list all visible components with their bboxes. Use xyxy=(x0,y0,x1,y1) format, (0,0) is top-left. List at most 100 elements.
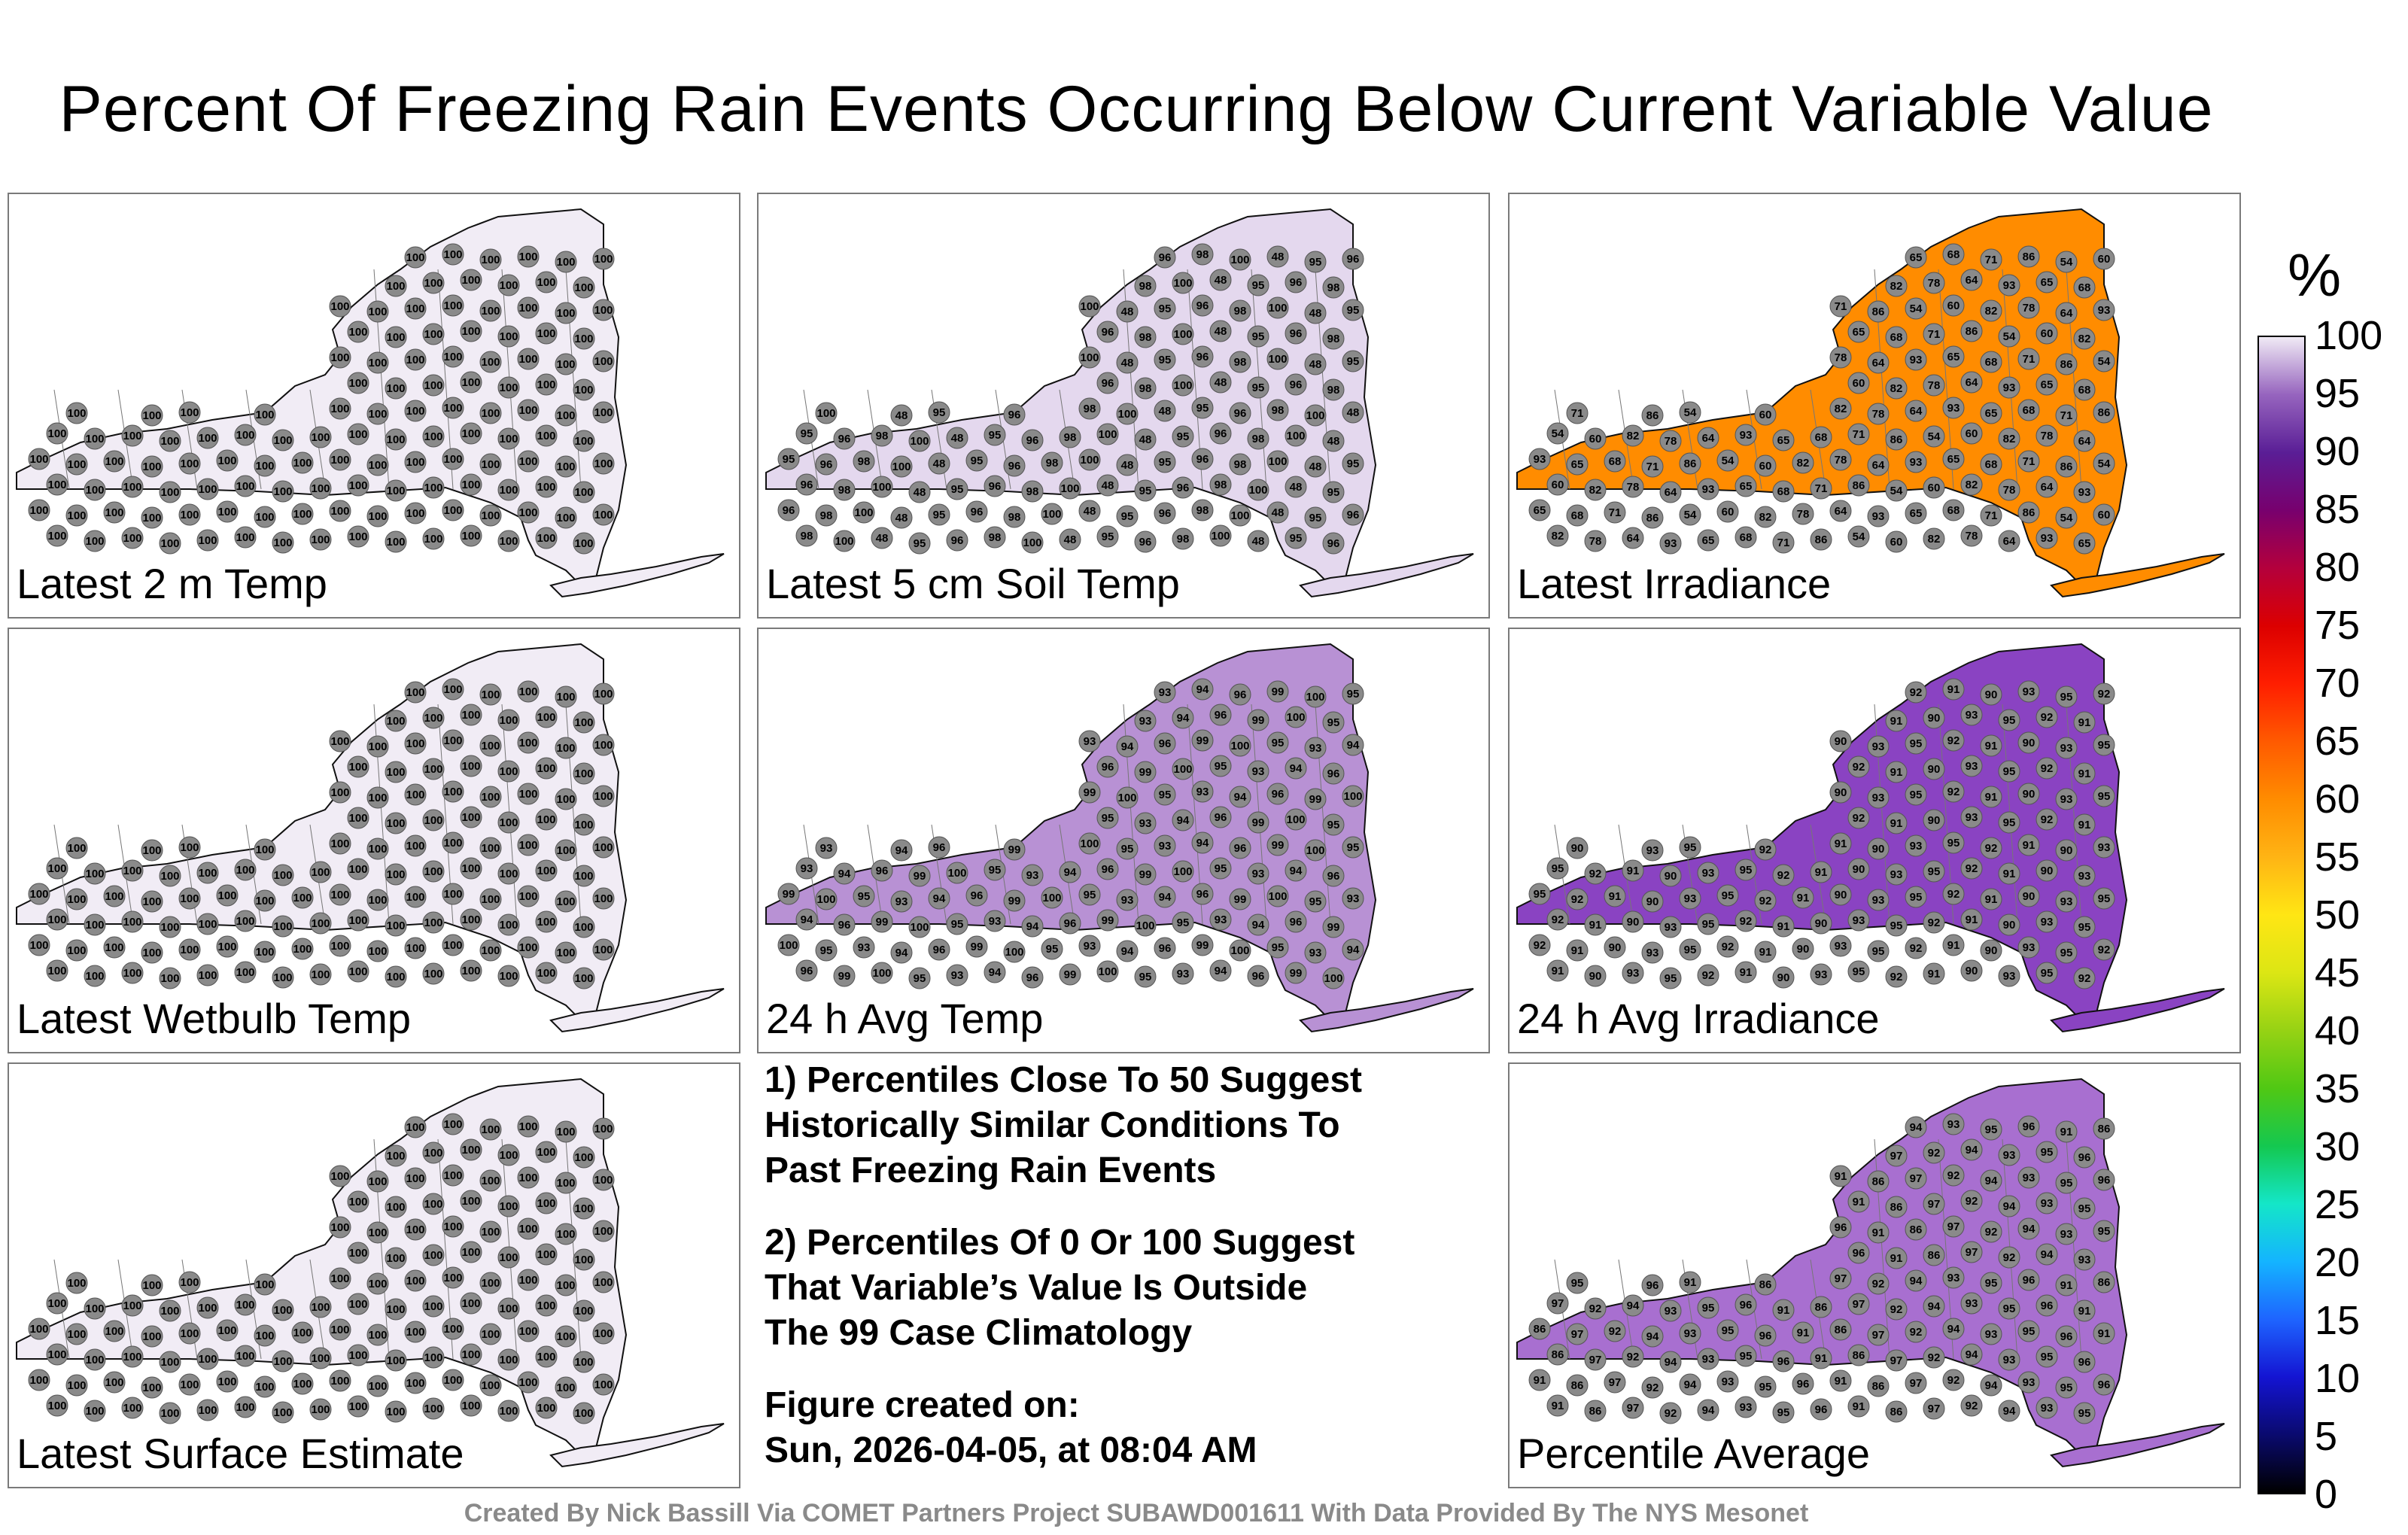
station-marker: 100 xyxy=(366,351,389,374)
station-marker: 71 xyxy=(2055,404,2078,427)
station-value: 100 xyxy=(1306,409,1324,422)
station-marker: 100 xyxy=(141,404,163,427)
station-value: 97 xyxy=(1627,1402,1640,1415)
station-marker: 96 xyxy=(1792,1372,1814,1395)
station-marker: 90 xyxy=(1829,730,1852,752)
station-marker: 60 xyxy=(1716,500,1739,523)
station-value: 100 xyxy=(293,1327,312,1339)
station-value: 95 xyxy=(2003,1302,2016,1315)
station-marker: 93 xyxy=(2055,1223,2078,1245)
station-marker: 100 xyxy=(497,965,520,987)
station-value: 96 xyxy=(1797,1378,1810,1391)
station-value: 100 xyxy=(217,454,236,467)
station-marker: 97 xyxy=(1829,1267,1852,1290)
station-marker: 100 xyxy=(460,1138,482,1161)
station-value: 90 xyxy=(1571,842,1584,855)
station-marker: 100 xyxy=(385,428,407,451)
station-marker: 100 xyxy=(442,1113,464,1135)
station-marker: 100 xyxy=(1229,248,1251,271)
station-value: 100 xyxy=(594,944,613,956)
station-value: 100 xyxy=(330,403,349,415)
station-value: 48 xyxy=(1252,535,1265,548)
station-value: 65 xyxy=(1534,504,1546,517)
station-marker: 100 xyxy=(517,1320,540,1342)
station-value: 54 xyxy=(1910,302,1923,315)
station-value: 93 xyxy=(1665,1305,1677,1318)
station-value: 95 xyxy=(2098,790,2111,803)
station-marker: 100 xyxy=(890,455,913,478)
station-value: 48 xyxy=(1159,405,1172,418)
station-value: 95 xyxy=(1702,1302,1715,1315)
station-marker: 71 xyxy=(1980,504,2002,527)
station-value: 95 xyxy=(1740,864,1753,877)
station-value: 86 xyxy=(2060,460,2073,473)
station-marker: 94 xyxy=(1905,1116,1927,1138)
station-value: 100 xyxy=(574,1202,593,1215)
station-value: 98 xyxy=(1026,485,1039,498)
station-value: 100 xyxy=(105,455,123,468)
station-marker: 90 xyxy=(1566,837,1589,859)
station-marker: 91 xyxy=(1980,734,2002,757)
station-value: 95 xyxy=(1985,1123,1998,1136)
station-value: 95 xyxy=(1102,530,1114,543)
station-value: 96 xyxy=(876,865,889,877)
station-value: 91 xyxy=(1985,740,1998,752)
station-marker: 96 xyxy=(1285,373,1307,396)
station-value: 54 xyxy=(2060,256,2073,269)
station-marker: 100 xyxy=(366,837,389,860)
station-marker: 100 xyxy=(404,1218,427,1241)
station-marker: 95 xyxy=(2017,1320,2040,1342)
station-marker: 93 xyxy=(1829,935,1852,957)
station-marker: 100 xyxy=(555,1274,577,1296)
station-marker: 65 xyxy=(1847,321,1870,343)
station-marker: 100 xyxy=(254,506,276,528)
station-value: 100 xyxy=(47,479,66,491)
station-value: 98 xyxy=(989,531,1002,544)
station-value: 95 xyxy=(1740,1350,1753,1363)
station-value: 100 xyxy=(348,1400,367,1413)
station-value: 100 xyxy=(330,786,349,799)
station-marker: 95 xyxy=(1342,299,1364,321)
station-marker: 92 xyxy=(1584,862,1607,885)
station-marker: 100 xyxy=(517,296,540,319)
station-value: 93 xyxy=(2023,1172,2036,1184)
station-marker: 100 xyxy=(946,862,968,884)
station-value: 92 xyxy=(1872,1278,1885,1290)
station-value: 94 xyxy=(1064,866,1077,879)
station-marker: 95 xyxy=(1304,506,1327,529)
station-marker: 92 xyxy=(1604,1320,1626,1342)
station-marker: 54 xyxy=(1998,325,2020,348)
station-value: 91 xyxy=(1740,966,1753,979)
station-marker: 97 xyxy=(1923,1193,1945,1215)
station-value: 86 xyxy=(1853,479,1865,492)
station-marker: 93 xyxy=(1134,812,1157,834)
station-value: 48 xyxy=(1327,435,1340,448)
station-marker: 100 xyxy=(777,934,800,956)
station-value: 100 xyxy=(481,1123,500,1136)
station-value: 95 xyxy=(1139,485,1152,497)
station-value: 92 xyxy=(1928,1147,1941,1160)
station-marker: 100 xyxy=(535,808,558,831)
station-marker: 48 xyxy=(1304,302,1327,324)
station-value: 93 xyxy=(2060,895,2073,908)
station-marker: 90 xyxy=(1923,707,1945,729)
station-marker: 100 xyxy=(517,450,540,473)
station-value: 100 xyxy=(142,512,161,524)
station-value: 100 xyxy=(1286,430,1305,442)
station-marker: 100 xyxy=(347,1242,369,1264)
station-value: 100 xyxy=(142,895,161,908)
station-value: 92 xyxy=(1702,969,1715,982)
station-marker: 86 xyxy=(1885,1400,1908,1423)
station-value: 100 xyxy=(255,843,274,856)
station-marker: 100 xyxy=(141,890,163,913)
station-marker: 54 xyxy=(1546,422,1569,445)
station-marker: 64 xyxy=(1998,530,2020,552)
station-value: 100 xyxy=(47,862,66,875)
station-value: 64 xyxy=(1910,405,1923,418)
station-value: 96 xyxy=(1139,536,1152,549)
station-marker: 100 xyxy=(592,887,615,910)
station-value: 100 xyxy=(499,1302,518,1315)
station-marker: 97 xyxy=(1885,1144,1908,1167)
station-value: 97 xyxy=(1589,1354,1602,1366)
map-panel: 100 100 100 100 100 100 100 100 100 100 100 100 100 1… xyxy=(8,1062,740,1488)
